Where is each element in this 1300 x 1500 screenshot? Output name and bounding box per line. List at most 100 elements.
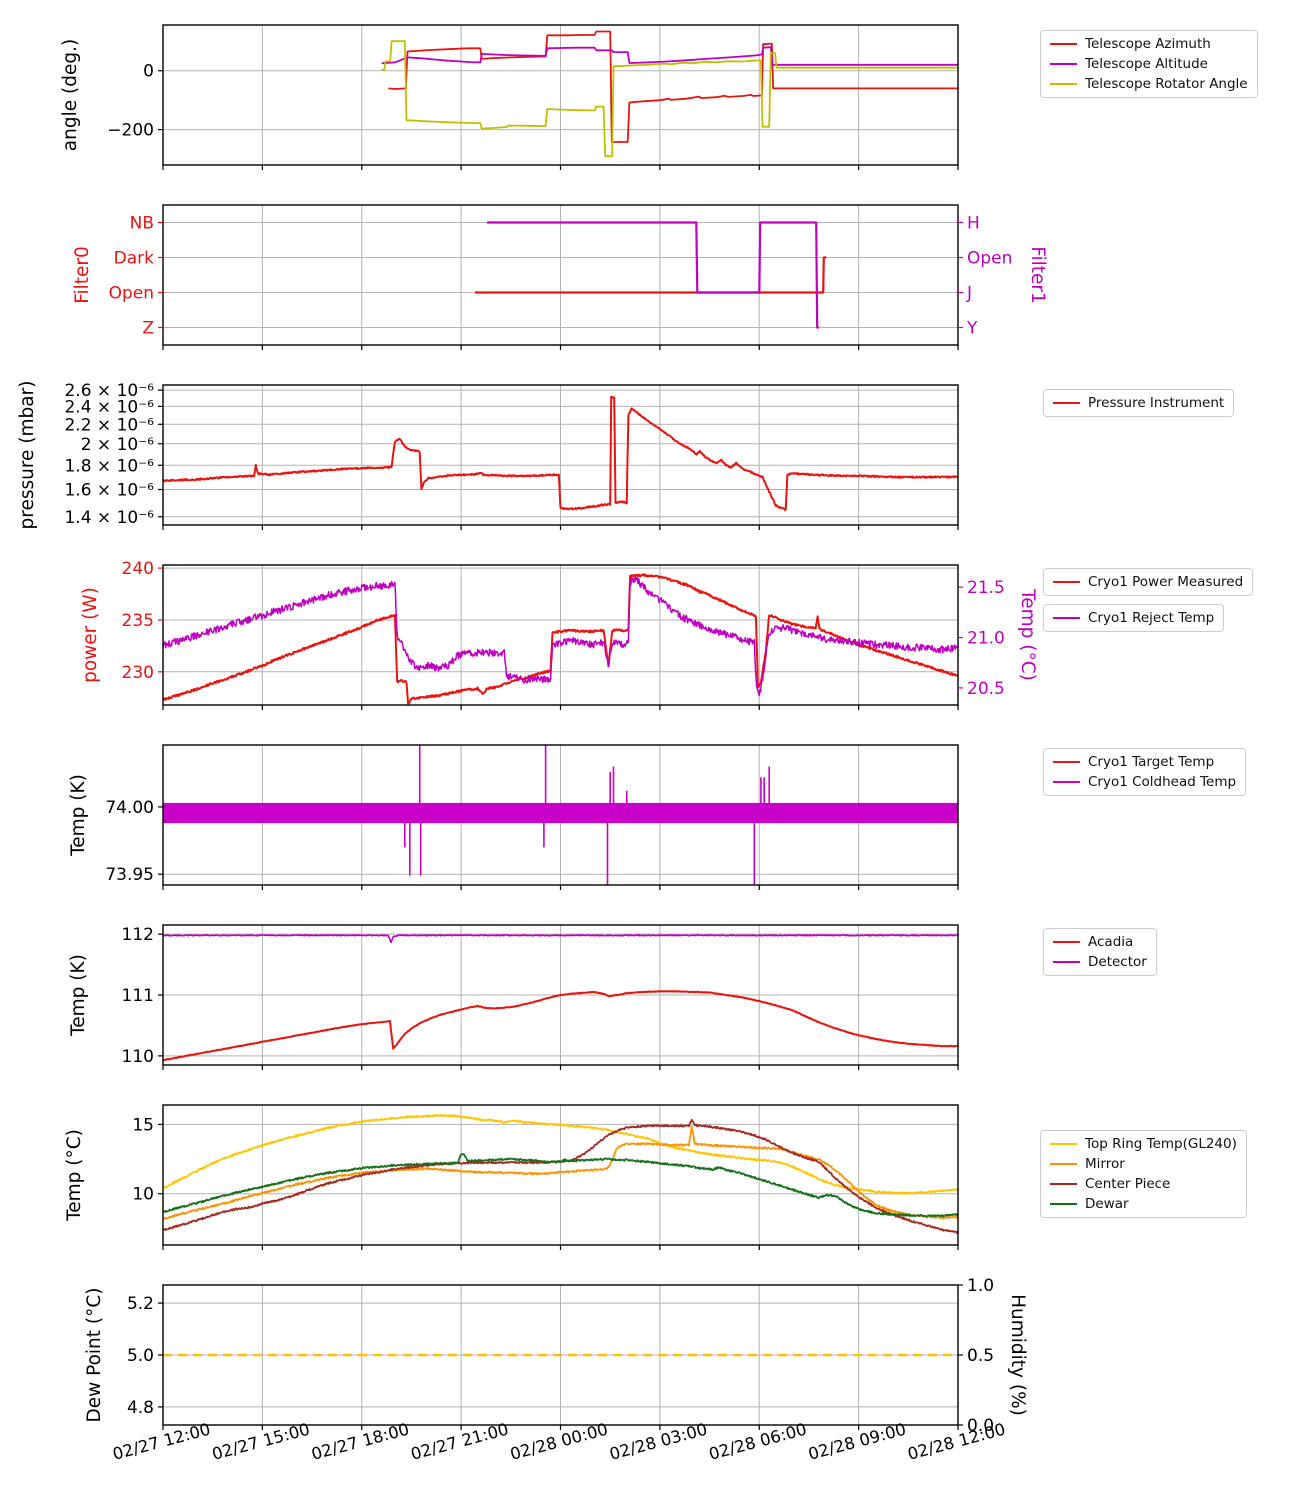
legend-item: Cryo1 Target Temp [1053, 754, 1236, 770]
series-telescope-rotator-angle [381, 40, 958, 158]
panel-dew-humidity: 5.2 5.0 4.8 1.0 0.5 0.0 Humidity (%) Dew Point … [84, 1276, 1028, 1436]
y-right-tick-label: 0.5 [967, 1346, 994, 1366]
legend-item: Mirror [1050, 1156, 1237, 1172]
legend-line-sample-icon [1053, 402, 1080, 404]
legend-line-sample-icon [1053, 781, 1080, 783]
legend-item: Cryo1 Coldhead Temp [1053, 774, 1236, 790]
y-right-tick-label: J [966, 284, 972, 304]
y-axis-label: Temp (K) [68, 774, 89, 857]
legend-item-label: Center Piece [1085, 1176, 1171, 1192]
y-tick-label: 2 × 10⁻⁶ [81, 435, 154, 455]
y-tick-label: 1.4 × 10⁻⁶ [64, 508, 154, 528]
y-tick-label: 73.95 [105, 865, 154, 885]
legend-item: Cryo1 Power Measured [1053, 574, 1243, 590]
series-dewar [163, 1153, 958, 1218]
legend-line-sample-icon [1053, 761, 1080, 763]
y-right-tick-label: Open [967, 249, 1012, 269]
y-tick-label: 2.6 × 10⁻⁶ [64, 381, 154, 401]
panel-angle: 0 −200 angle (deg.) [60, 24, 959, 170]
legend-line-sample-icon [1050, 63, 1077, 65]
panel-cryo-power-series [163, 573, 958, 705]
y-tick-label: 110 [122, 1047, 154, 1067]
y-tick-label: NB [130, 214, 154, 234]
y-tick-label: 74.00 [105, 798, 154, 818]
panel-cryo-power: 240 235 230 21.5 21.0 20.5 Temp (°C) power (W) [80, 559, 1038, 710]
series-telescope-altitude [381, 46, 958, 66]
legend-line-sample-icon [1050, 83, 1077, 85]
legend-item: Center Piece [1050, 1176, 1237, 1192]
panel-ambient-temp-series [163, 1113, 958, 1234]
y-tick-label: 230 [122, 663, 154, 683]
legend-item-label: Detector [1088, 954, 1147, 970]
y-tick-label: 111 [122, 986, 154, 1006]
legend-line-sample-icon [1050, 1163, 1077, 1165]
y-tick-label: 0 [143, 62, 154, 82]
legend-item: Detector [1053, 954, 1147, 970]
panel-ambient-temp: 15 10 Temp (°C) [64, 1104, 959, 1250]
legend-panel-angle: Telescope Azimuth Telescope Altitude Teles… [1040, 30, 1258, 98]
legend-item-label: Acadia [1088, 934, 1134, 950]
y-tick-label: Dark [114, 249, 154, 269]
y-tick-label: −200 [107, 121, 154, 141]
legend-line-sample-icon [1053, 961, 1080, 963]
legend-item: Pressure Instrument [1053, 395, 1224, 411]
legend-item: Top Ring Temp(GL240) [1050, 1136, 1237, 1152]
legend-item: Acadia [1053, 934, 1147, 950]
legend-line-sample-icon [1050, 1203, 1077, 1205]
series-detector [163, 934, 958, 944]
y-right-tick-label: 21.5 [967, 578, 1005, 598]
y-axis-label: Dew Point (°C) [84, 1287, 105, 1422]
legend-item: Dewar [1050, 1196, 1237, 1212]
series-filter0 [475, 256, 827, 294]
legend-line-sample-icon [1050, 43, 1077, 45]
y-axis-label: pressure (mbar) [17, 381, 38, 530]
y-tick-label: 5.0 [127, 1346, 154, 1366]
y-axis-label: Temp (K) [68, 954, 89, 1037]
y-tick-label: 2.2 × 10⁻⁶ [64, 415, 154, 435]
y-right-tick-label: 1.0 [967, 1276, 994, 1296]
y-tick-label: 1.8 × 10⁻⁶ [64, 456, 154, 476]
legend-line-sample-icon [1053, 617, 1080, 619]
series-acadia [163, 990, 958, 1062]
panel-filters-series [475, 221, 827, 329]
legend-panel-pressure: Pressure Instrument [1043, 389, 1235, 417]
legend-item-label: Cryo1 Target Temp [1088, 754, 1215, 770]
y-axis-label: power (W) [80, 587, 101, 683]
series-mirror [163, 1125, 958, 1220]
y-right-tick-label: 21.0 [967, 629, 1005, 649]
y-tick-label: 5.2 [127, 1294, 154, 1314]
y-tick-label: 112 [122, 925, 154, 945]
y-right-axis-label: Temp (°C) [1017, 588, 1038, 681]
legend-line-sample-icon [1050, 1143, 1077, 1145]
panel-pressure: 2.6 × 10⁻⁶2.4 × 10⁻⁶2.2 × 10⁻⁶2 × 10⁻⁶1.… [17, 381, 959, 530]
legend-item-label: Telescope Altitude [1085, 56, 1208, 72]
legend-panel-cryo-power-1: Cryo1 Power Measured [1043, 568, 1254, 596]
y-tick-label: 4.8 [127, 1398, 154, 1418]
series-cryo1-reject-temp [163, 576, 958, 697]
y-tick-label: 1.6 × 10⁻⁶ [64, 481, 154, 501]
legend-line-sample-icon [1050, 1183, 1077, 1185]
y-right-axis-label: Humidity (%) [1007, 1294, 1028, 1416]
y-axis-label: Temp (°C) [64, 1129, 85, 1222]
legend-item-label: Mirror [1085, 1156, 1125, 1172]
panel-cryo-temp: 74.00 73.95 Temp (K) [68, 744, 959, 890]
legend-item-label: Dewar [1085, 1196, 1129, 1212]
legend-panel-detector-temp: Acadia Detector [1043, 928, 1157, 976]
y-tick-label: Open [109, 284, 154, 304]
legend-item-label: Telescope Rotator Angle [1085, 76, 1248, 92]
y-tick-label: 2.4 × 10⁻⁶ [64, 397, 154, 417]
y-right-axis-label: Filter1 [1027, 246, 1048, 304]
panel-detector-temp-series [163, 934, 958, 1062]
y-tick-label: 10 [132, 1185, 154, 1205]
legend-line-sample-icon [1053, 581, 1080, 583]
y-tick-label: Z [142, 319, 154, 339]
legend-panel-cryo-temp: Cryo1 Target Temp Cryo1 Coldhead Temp [1043, 748, 1247, 796]
y-right-tick-label: H [967, 214, 980, 234]
y-tick-label: 235 [122, 611, 154, 631]
legend-item: Telescope Altitude [1050, 56, 1248, 72]
legend-line-sample-icon [1053, 941, 1080, 943]
panel-detector-temp: 112 111 110 Temp (K) [68, 924, 959, 1070]
y-tick-label: 15 [132, 1115, 154, 1135]
y-right-tick-label: 20.5 [967, 679, 1005, 699]
